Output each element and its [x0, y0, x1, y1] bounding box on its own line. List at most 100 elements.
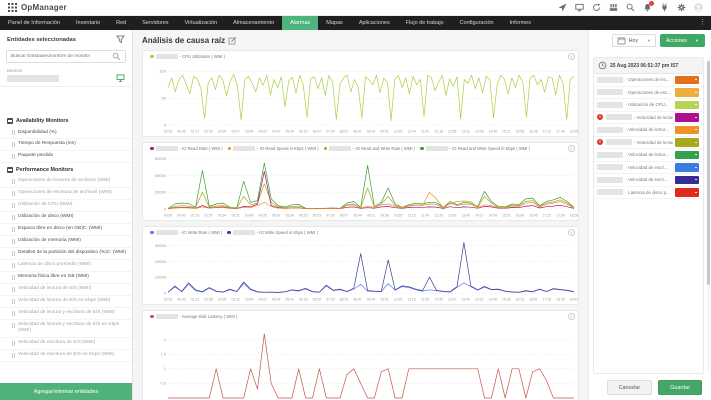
legend-color-swatch[interactable] [675, 150, 699, 159]
drag-handle-icon[interactable] [12, 250, 15, 256]
search-icon[interactable] [626, 3, 635, 12]
actions-button[interactable]: Acciones ▼ [659, 34, 705, 47]
drag-handle-icon[interactable] [12, 130, 15, 135]
nav-overflow-icon[interactable]: ⋮ [699, 19, 706, 26]
monitor-item[interactable]: Operaciones de lecturas de archivos (WMI… [0, 176, 132, 188]
drag-handle-icon[interactable] [12, 202, 15, 208]
monitor-icon[interactable] [575, 3, 584, 12]
nav-tab-informes[interactable]: Informes [509, 20, 531, 26]
monitor-item[interactable]: Operaciones de escritura de archivos (WM… [0, 188, 132, 200]
nav-tab-mapas[interactable]: Mapas [326, 20, 343, 26]
monitor-item[interactable]: Latencia de disco promedio (WMI) [0, 260, 132, 272]
drag-handle-icon[interactable] [12, 141, 15, 147]
drag-handle-icon[interactable] [12, 262, 15, 268]
settings-icon[interactable] [677, 3, 686, 12]
drag-handle-icon[interactable] [12, 153, 15, 159]
monitor-item[interactable]: Tiempo de Respuesta (ms) [0, 139, 132, 151]
monitor-item[interactable]: Velocidad de lectura de E/S en Kbps (WMI… [0, 296, 132, 308]
legend-row[interactable]: × - Velocidad de lectur... [594, 112, 703, 124]
save-button[interactable]: Guardar [658, 380, 702, 395]
chart-legend: - CPU Utilization ( WMI ) [150, 54, 573, 59]
legend-row[interactable]: - Velocidad de escri... [594, 162, 703, 174]
drag-handle-icon[interactable] [12, 340, 15, 346]
send-icon[interactable] [558, 3, 567, 12]
plug-icon[interactable] [660, 3, 669, 12]
chart-close-icon[interactable]: × [568, 313, 575, 320]
monitor-item[interactable]: Disponibilidad (%) [0, 127, 132, 139]
filter-icon[interactable] [116, 35, 125, 44]
monitor-item[interactable]: Detalles de la partición del dispositivo… [0, 248, 132, 260]
monitor-item[interactable]: Utilización de disco (WMI) [0, 212, 132, 224]
nav-tab-almacenamiento[interactable]: Almacenamiento [233, 20, 275, 26]
chart-close-icon[interactable]: × [568, 145, 575, 152]
monitor-item[interactable]: Velocidad de lectura y escritura de E/S … [0, 320, 132, 338]
drag-handle-icon[interactable] [12, 352, 15, 358]
monitor-item[interactable]: Velocidad de lectura de E/S (WMI) [0, 284, 132, 296]
monitor-item[interactable]: Memoria física libre en GB (WMI) [0, 272, 132, 284]
legend-row[interactable]: - Latencia de disco p... [594, 187, 703, 199]
entity-search-input[interactable] [11, 54, 112, 59]
legend-row[interactable]: - Velocidad de escri... [594, 174, 703, 187]
monitor-item[interactable]: Velocidad de escritura de E/S en Kbps (W… [0, 350, 132, 362]
monitor-group[interactable]: Availability Monitors [0, 114, 132, 127]
device-row[interactable] [0, 73, 132, 87]
monitor-item[interactable]: Velocidad de escritura de E/S (WMI) [0, 338, 132, 350]
legend-color-swatch[interactable] [675, 75, 699, 84]
legend-color-swatch[interactable] [675, 113, 699, 122]
drag-handle-icon[interactable] [12, 298, 15, 304]
monitor-item[interactable]: Velocidad de lectura y escritura de E/S … [0, 308, 132, 320]
monitor-item[interactable]: Espacio libre en disco (en GB)C: (WMI) [0, 224, 132, 236]
cancel-button[interactable]: Cancelar [606, 380, 653, 395]
apps-icon[interactable] [609, 3, 618, 12]
chart-close-icon[interactable]: × [568, 229, 575, 236]
nav-tab-red[interactable]: Red [116, 20, 127, 26]
monitor-item[interactable]: Utilización de CPU (WMI) [0, 200, 132, 212]
legend-color-swatch[interactable] [675, 100, 699, 109]
drag-handle-icon[interactable] [12, 226, 15, 232]
alerts-icon[interactable] [643, 1, 654, 12]
nav-tab-flujo-de-trabajo[interactable]: Flujo de trabajo [405, 20, 444, 26]
drag-handle-icon[interactable] [12, 274, 15, 280]
waffle-menu-icon[interactable] [8, 3, 17, 12]
monitor-item[interactable]: Utilización de memoria (WMI) [0, 236, 132, 248]
chart-close-icon[interactable]: × [568, 53, 575, 60]
panel-scrollbar[interactable] [707, 59, 710, 370]
edit-title-icon[interactable] [228, 36, 237, 45]
entity-search[interactable] [6, 50, 126, 63]
legend-row[interactable]: - Velocidad de lectur... [594, 149, 703, 162]
legend-row[interactable]: - Utilización de CPU... [594, 99, 703, 112]
legend-color-swatch[interactable] [675, 175, 699, 184]
drag-handle-icon[interactable] [12, 322, 15, 328]
sync-icon[interactable] [592, 3, 601, 12]
nav-tab-servidores[interactable]: Servidores [142, 20, 169, 26]
nav-tab-panel-de-informaci-n[interactable]: Panel de Información [8, 20, 60, 26]
legend-row[interactable]: - Velocidad de lectur... [594, 124, 703, 137]
monitor-item[interactable]: Paquete perdido [0, 151, 132, 163]
date-range-select[interactable]: Hoy ▼ [611, 34, 656, 47]
legend-row[interactable]: × - Velocidad de lectur... [594, 137, 703, 149]
nav-tab-inventario[interactable]: Inventario [75, 20, 101, 26]
legend-row[interactable]: - Operaciones de lec... [594, 74, 703, 87]
drag-handle-icon[interactable] [12, 190, 15, 196]
nav-tab-aplicaciones[interactable]: Aplicaciones [358, 20, 390, 26]
legend-color-swatch[interactable] [675, 138, 699, 147]
checkbox-checked-icon[interactable] [7, 118, 13, 124]
drag-handle-icon[interactable] [12, 310, 15, 316]
search-icon[interactable] [112, 52, 121, 61]
legend-color-swatch[interactable] [675, 163, 699, 172]
avatar-icon[interactable] [694, 3, 703, 12]
add-remove-entities-button[interactable]: Agregar/eliminar entidades [0, 383, 132, 400]
legend-color-swatch[interactable] [675, 88, 699, 97]
checkbox-checked-icon[interactable] [7, 166, 13, 173]
nav-tab-virtualizaci-n[interactable]: Virtualización [184, 20, 218, 26]
legend-color-swatch[interactable] [675, 188, 699, 197]
legend-color-swatch[interactable] [675, 125, 699, 134]
drag-handle-icon[interactable] [12, 286, 15, 292]
nav-tab-configuraci-n[interactable]: Configuración [459, 20, 494, 26]
drag-handle-icon[interactable] [12, 178, 15, 184]
drag-handle-icon[interactable] [12, 238, 15, 244]
legend-row[interactable]: - Operaciones de esc... [594, 87, 703, 99]
monitor-group[interactable]: Performance Monitors [0, 163, 132, 176]
nav-tab-alarmas[interactable]: Alarmas [282, 16, 319, 30]
drag-handle-icon[interactable] [12, 214, 15, 220]
